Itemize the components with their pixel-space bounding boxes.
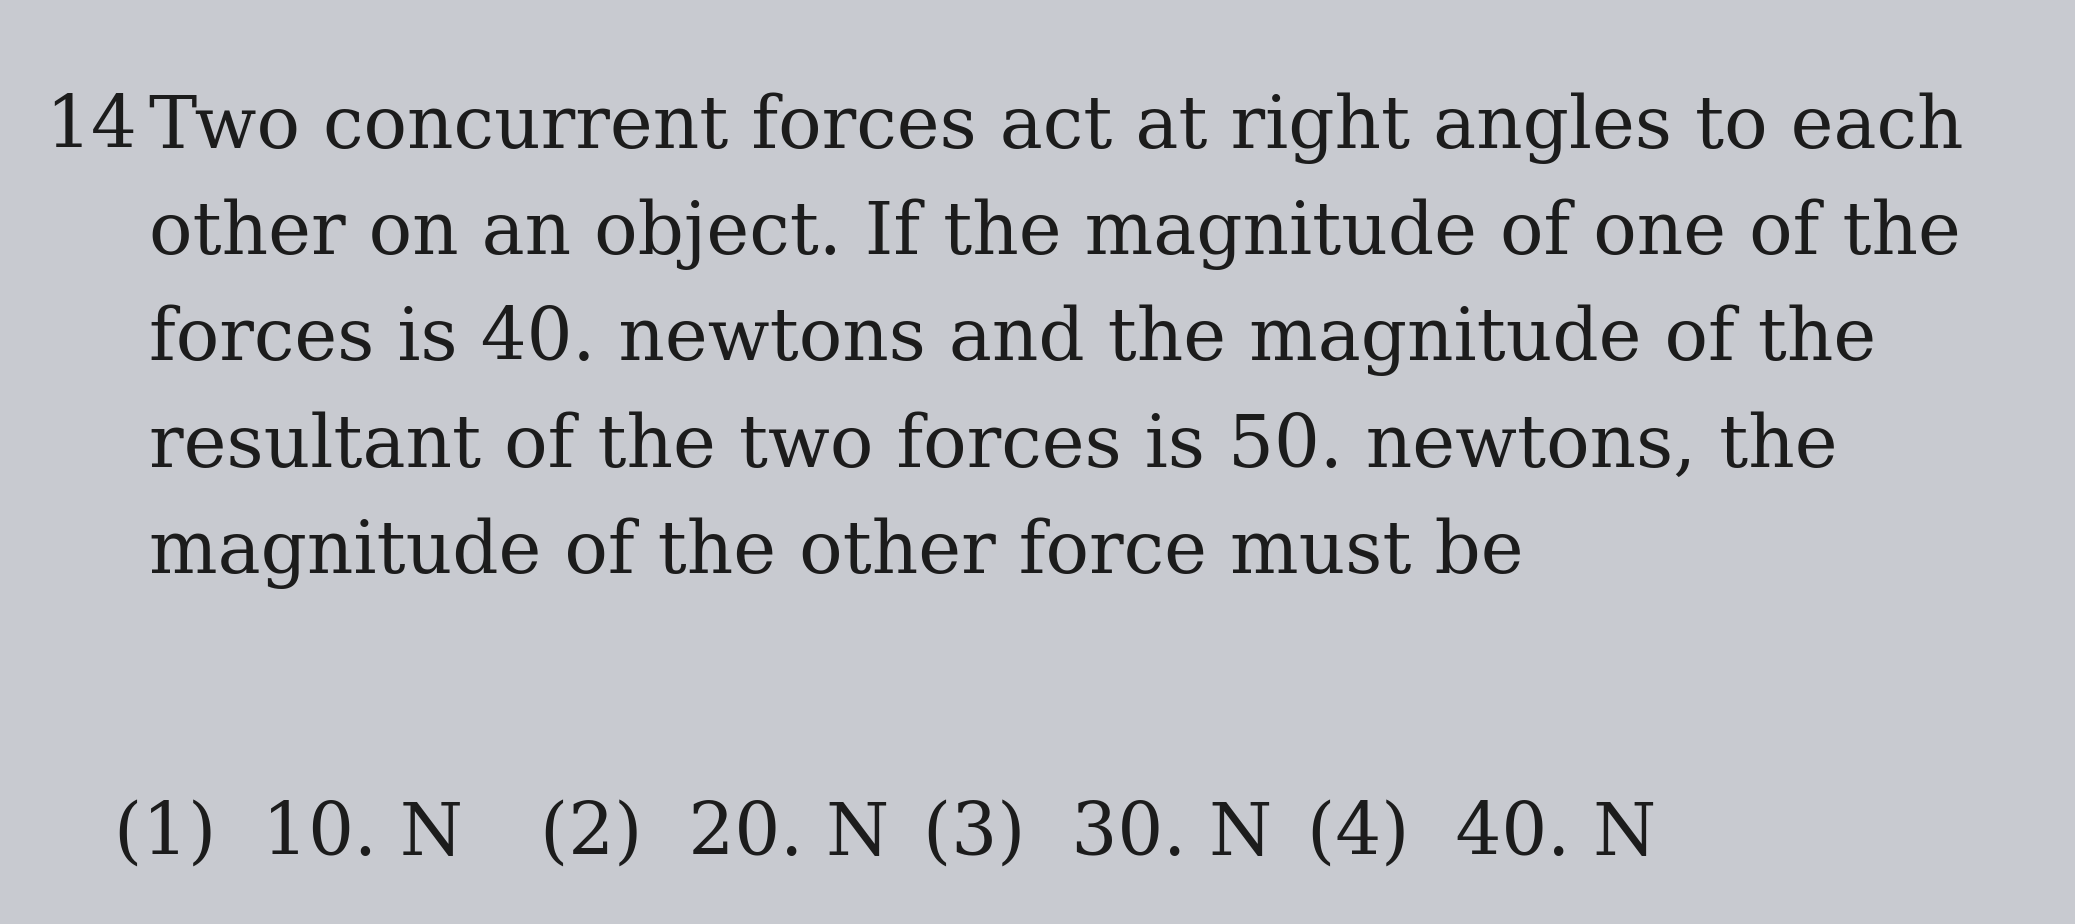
Text: (2)  20. N: (2) 20. N — [540, 799, 888, 869]
Text: (3)  30. N: (3) 30. N — [923, 799, 1272, 869]
Text: 14: 14 — [46, 92, 137, 163]
Text: other on an object. If the magnitude of one of the: other on an object. If the magnitude of … — [149, 199, 1961, 270]
Text: resultant of the two forces is 50. newtons, the: resultant of the two forces is 50. newto… — [149, 411, 1838, 481]
Text: (4)  40. N: (4) 40. N — [1307, 799, 1656, 869]
Text: Two concurrent forces act at right angles to each: Two concurrent forces act at right angle… — [149, 92, 1963, 164]
Text: forces is 40. newtons and the magnitude of the: forces is 40. newtons and the magnitude … — [149, 305, 1876, 376]
Text: magnitude of the other force must be: magnitude of the other force must be — [149, 517, 1523, 589]
Text: (1)  10. N: (1) 10. N — [114, 799, 463, 869]
